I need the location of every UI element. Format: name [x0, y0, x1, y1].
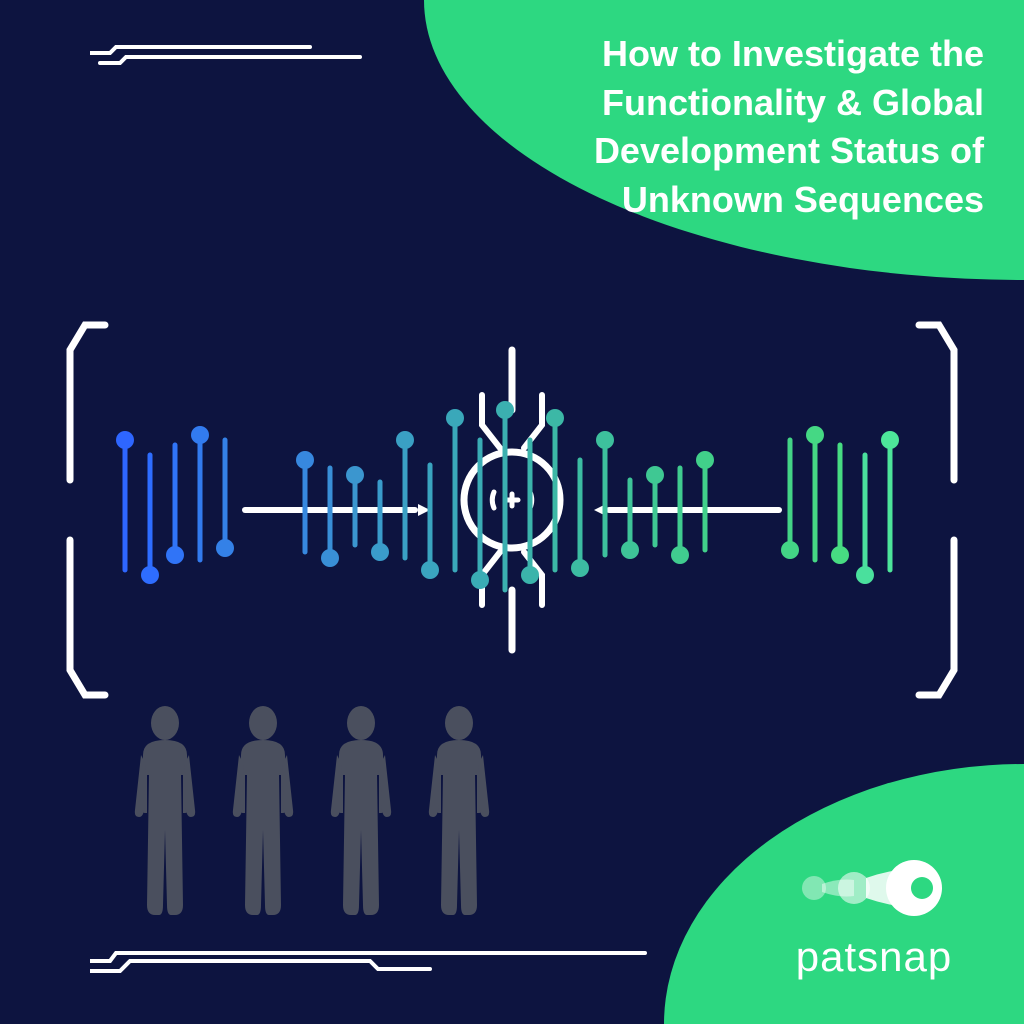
hud-ornament-bottom [90, 949, 650, 979]
page-title: How to Investigate the Functionality & G… [504, 30, 984, 280]
arrow-line-right [584, 500, 784, 520]
center-reticle [412, 340, 612, 660]
bracket-left [65, 320, 115, 700]
arrow-line-left [240, 500, 440, 520]
brand-corner: patsnap [664, 764, 1024, 1024]
patsnap-logo-icon [784, 858, 964, 923]
bracket-right [909, 320, 959, 700]
title-corner: How to Investigate the Functionality & G… [424, 0, 1024, 280]
hud-ornament-top [90, 45, 370, 75]
human-figures [115, 700, 545, 935]
brand-name: patsnap [796, 933, 952, 981]
